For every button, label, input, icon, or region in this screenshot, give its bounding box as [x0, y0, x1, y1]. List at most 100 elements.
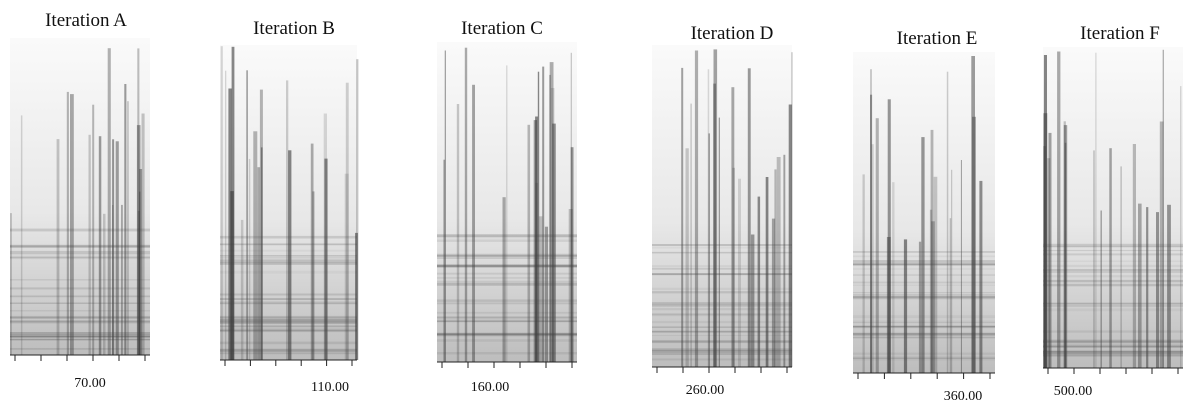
- band: [220, 259, 357, 263]
- band: [220, 341, 357, 345]
- streak: [747, 68, 751, 368]
- band: [853, 292, 995, 294]
- spectrogram-streaks: [1043, 49, 1183, 369]
- band: [10, 332, 150, 335]
- band: [1043, 264, 1183, 268]
- band: [10, 244, 150, 248]
- band: [853, 320, 995, 323]
- band: [853, 263, 995, 266]
- streak: [774, 169, 777, 367]
- streak: [56, 139, 60, 355]
- band: [10, 287, 150, 290]
- streak: [127, 101, 129, 355]
- streak: [225, 70, 227, 360]
- band: [220, 329, 357, 331]
- band: [220, 256, 357, 259]
- panel: Iteration C 160.00: [437, 18, 577, 395]
- band: [652, 330, 792, 332]
- streak: [88, 134, 91, 355]
- streak: [443, 159, 446, 362]
- band: [220, 348, 357, 352]
- band: [652, 302, 792, 305]
- band: [10, 338, 150, 341]
- streak: [750, 234, 755, 367]
- band: [1043, 279, 1183, 283]
- streak: [1063, 121, 1066, 368]
- band: [220, 318, 357, 322]
- streak: [345, 82, 349, 360]
- band: [652, 348, 792, 351]
- panel-title: Iteration D: [691, 23, 774, 44]
- streak: [918, 241, 922, 373]
- band: [10, 339, 150, 341]
- band: [1043, 283, 1183, 287]
- streak: [98, 136, 102, 355]
- band: [652, 349, 792, 353]
- band: [1043, 351, 1183, 354]
- streak: [527, 124, 531, 362]
- band: [652, 326, 792, 328]
- band: [220, 352, 357, 355]
- band: [1043, 270, 1183, 273]
- streak: [685, 148, 689, 367]
- panel: Iteration A 70.00: [10, 10, 150, 391]
- band: [437, 265, 577, 268]
- band: [1043, 302, 1183, 305]
- streak: [356, 59, 359, 360]
- band: [220, 301, 357, 305]
- streak: [107, 48, 111, 355]
- band: [652, 313, 792, 316]
- band: [10, 315, 150, 319]
- band: [853, 336, 995, 339]
- band: [853, 260, 995, 263]
- band: [853, 293, 995, 295]
- axis-label: 360.00: [944, 389, 983, 403]
- streak: [464, 47, 468, 362]
- streak: [1057, 51, 1061, 368]
- spectrogram-streaks: [437, 47, 577, 363]
- band: [220, 328, 357, 330]
- band: [652, 335, 792, 336]
- band: [1043, 308, 1183, 312]
- panel: Iteration E 360.00: [853, 28, 995, 403]
- panel-title: Iteration F: [1080, 23, 1160, 44]
- streak: [1156, 212, 1159, 368]
- band: [437, 319, 577, 322]
- streak: [870, 94, 873, 373]
- band: [1043, 330, 1183, 333]
- band: [1043, 342, 1183, 344]
- streak: [862, 174, 865, 373]
- band: [652, 352, 792, 355]
- band: [220, 235, 357, 239]
- streak: [220, 46, 223, 360]
- streak: [1167, 204, 1171, 368]
- streak: [456, 104, 460, 362]
- streak: [946, 71, 949, 373]
- band: [437, 311, 577, 314]
- band: [437, 264, 577, 268]
- streak: [570, 147, 574, 362]
- streak: [921, 137, 925, 373]
- streak: [713, 49, 718, 368]
- streak: [92, 104, 95, 355]
- band: [220, 302, 357, 305]
- band: [1043, 345, 1183, 348]
- streak: [718, 117, 720, 367]
- streak: [1095, 52, 1097, 368]
- streak: [136, 125, 141, 355]
- band: [652, 273, 792, 276]
- band: [437, 312, 577, 315]
- streak: [324, 158, 328, 360]
- band: [437, 264, 577, 267]
- band: [853, 325, 995, 327]
- streak: [713, 83, 716, 367]
- band: [437, 352, 577, 355]
- streak: [979, 180, 983, 373]
- axis-label: 260.00: [686, 383, 725, 398]
- band: [853, 315, 995, 319]
- streak: [929, 209, 933, 373]
- band: [652, 308, 792, 311]
- spectrogram-streaks: [853, 56, 995, 374]
- streak: [971, 56, 975, 373]
